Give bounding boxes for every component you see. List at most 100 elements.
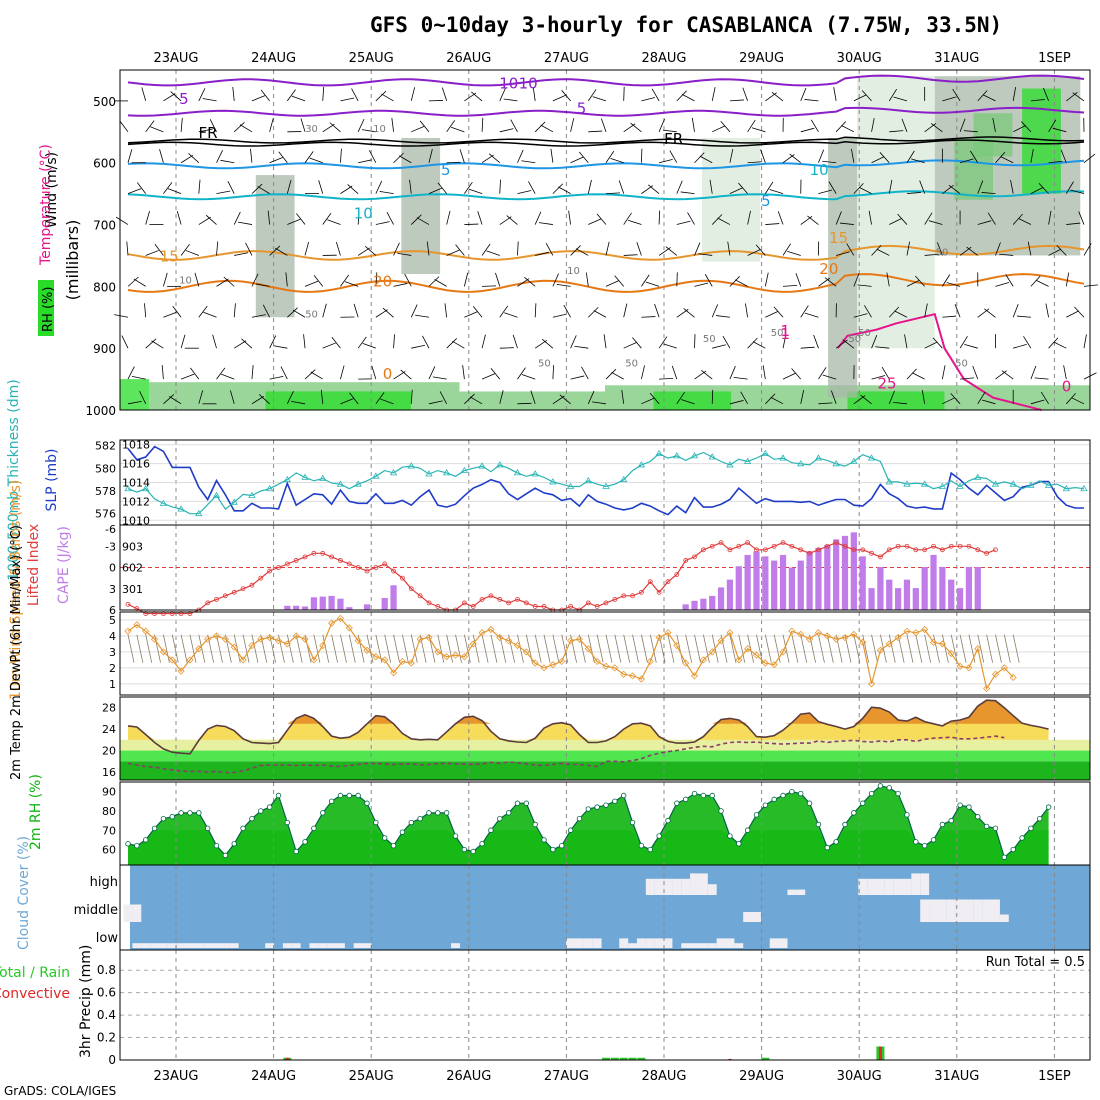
rh-marker [629, 819, 636, 826]
wind-barb [439, 391, 448, 405]
cape-bar [284, 605, 291, 610]
contour-label: 1 [781, 325, 791, 343]
wind-barb [906, 150, 915, 163]
wind-barb [836, 251, 850, 256]
wind-barb [524, 277, 536, 287]
wind-barb [340, 634, 347, 663]
wind-barb [375, 272, 378, 287]
rh-marker [621, 792, 627, 799]
precip-bar [628, 1057, 637, 1060]
lifted-index-marker [594, 604, 600, 609]
cape-bar [868, 588, 875, 610]
wind-barb [715, 315, 730, 318]
wind-barb [340, 274, 349, 287]
cloud-cell [911, 873, 921, 895]
wind-barb [995, 282, 1010, 287]
wind-barb [251, 183, 263, 194]
wind-barb [202, 98, 217, 102]
wind-barb [127, 400, 142, 405]
wind-barb [924, 253, 939, 256]
wind-barb [1074, 306, 1085, 318]
wind-barb [987, 212, 996, 225]
tick-label: 0.6 [97, 986, 116, 1000]
wind-speed-marker [823, 632, 831, 640]
wind-speed-marker [673, 641, 681, 650]
rh-marker [718, 808, 724, 814]
thickness-marker [797, 460, 805, 467]
rh-shading [120, 379, 150, 410]
rh-legend-swatch [38, 280, 54, 336]
wind-barb [172, 305, 182, 318]
wind-barb [163, 634, 170, 663]
wind-barb [285, 272, 288, 287]
rh-marker [700, 792, 707, 799]
date-label: 31AUG [934, 1069, 979, 1084]
wind-barb [114, 314, 129, 318]
wind-barb [800, 346, 815, 349]
thickness-marker [903, 480, 911, 487]
cloud-cell [132, 943, 142, 948]
rh-marker [249, 815, 255, 822]
tick-label: 700 [93, 219, 116, 233]
wind-barb [745, 303, 749, 318]
wind-barb [641, 365, 645, 380]
wind-barb [1005, 274, 1014, 287]
wind-barb [335, 241, 341, 256]
wind-barb [464, 393, 475, 405]
wind-barb [936, 242, 943, 256]
wind-barb [368, 150, 377, 163]
rh-marker [674, 800, 680, 806]
wind-barb [751, 127, 766, 133]
cloud-cell [893, 878, 903, 895]
wind-barb [535, 251, 549, 256]
cape-bar [381, 597, 388, 610]
wind-barb [419, 120, 430, 133]
slp-panel: 576 578 580 582 1010 1012 1014 1016 1018 1000-500… [6, 379, 1091, 581]
lifted-index-marker [878, 554, 883, 560]
lifted-index-marker [939, 547, 945, 553]
wind-barb [521, 374, 536, 380]
wind-barb [704, 274, 713, 287]
lifted-index-marker [426, 600, 432, 606]
wind-barb [764, 272, 769, 287]
precip-panel: 0 0.2 0.4 0.6 0.8 Run Total = 0.5 Total / Rain… [0, 945, 1091, 1084]
wind-barb [605, 368, 617, 380]
wind-barb [623, 212, 632, 225]
lifted-index-marker [736, 543, 742, 549]
lifted-index-marker [240, 586, 246, 592]
cloud-cell [946, 899, 956, 922]
rh-marker [302, 839, 308, 845]
cape-bar [771, 560, 778, 610]
rh-marker [709, 792, 715, 799]
lifted-index-marker [824, 543, 830, 549]
wind-barb [1066, 91, 1078, 102]
wind-barb [257, 186, 270, 194]
wind-barb [906, 634, 914, 663]
wind-barb [292, 309, 306, 318]
wind-barb [534, 634, 542, 663]
slp-line [127, 445, 1084, 516]
wind-barb [121, 335, 129, 349]
wind-barb [722, 335, 731, 349]
wind-barb [828, 181, 837, 194]
precip-bar [601, 1057, 611, 1060]
lifted-index-marker [293, 558, 299, 563]
tick-label: 0.2 [97, 1031, 116, 1045]
rh-marker [284, 819, 291, 826]
wind-barb [126, 241, 129, 256]
thickness-marker [673, 452, 681, 459]
wind-barb [212, 334, 217, 349]
panel-frame [119, 696, 1091, 781]
lifted-index-marker [665, 579, 671, 585]
wind-barb [499, 128, 514, 133]
panel-frame [119, 524, 1091, 611]
axis-label: SLP (mb) [44, 448, 60, 511]
wind-barb [446, 210, 451, 225]
thickness-marker [460, 466, 469, 474]
wind-barb [381, 93, 394, 102]
wind-barb [194, 272, 200, 287]
rh-marker [939, 821, 946, 828]
wind-barb [320, 389, 324, 404]
thickness-marker [549, 478, 557, 485]
axis-label: 2m Temp 2m DewPt (6hr Min/Max) (°C) [9, 525, 24, 780]
